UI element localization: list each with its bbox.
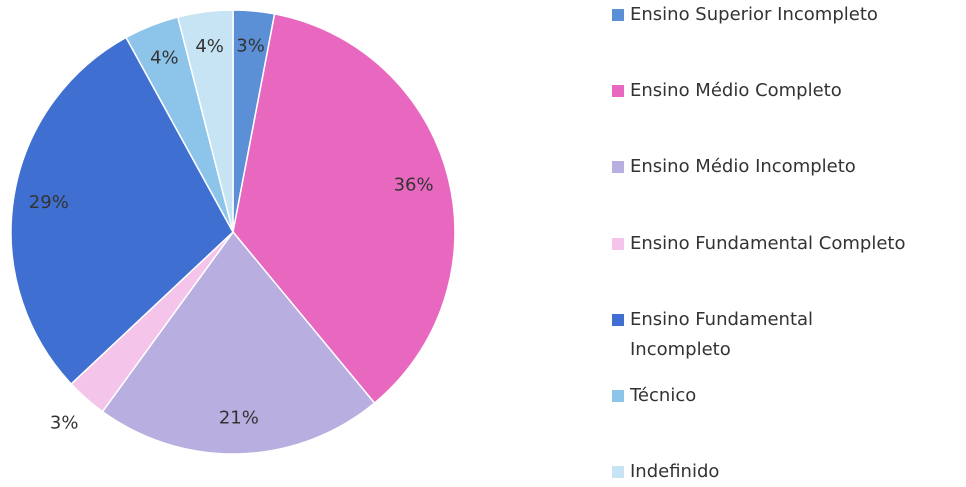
legend-item: Ensino Médio Completo bbox=[612, 76, 842, 106]
data-label: 29% bbox=[29, 192, 69, 213]
data-label: 4% bbox=[195, 36, 224, 57]
legend-swatch bbox=[612, 85, 624, 98]
data-label: 3% bbox=[50, 413, 79, 434]
legend-swatch bbox=[612, 161, 624, 174]
legend-label: Ensino Superior Incompleto bbox=[630, 4, 878, 25]
data-label: 3% bbox=[236, 35, 265, 56]
data-label: 36% bbox=[394, 175, 434, 196]
data-label: 4% bbox=[150, 48, 179, 69]
legend-swatch bbox=[612, 237, 624, 250]
pie-chart: 3% 36% 21% 3% 29% 4% 4% bbox=[10, 9, 456, 455]
legend-swatch bbox=[612, 466, 624, 479]
legend-swatch bbox=[612, 313, 624, 326]
pie-slice bbox=[176, 9, 234, 233]
pie-slice bbox=[10, 36, 234, 386]
legend-item: Ensino Fundamental Completo bbox=[612, 229, 905, 259]
legend-item: Ensino Médio Incompleto bbox=[612, 152, 856, 182]
data-label: 21% bbox=[219, 407, 259, 428]
legend-label: Técnico bbox=[630, 385, 697, 406]
pie-slice bbox=[232, 13, 456, 405]
legend-swatch bbox=[612, 390, 624, 402]
legend-label: Ensino Médio Completo bbox=[630, 80, 842, 102]
pie-slice bbox=[101, 230, 376, 455]
legend-item: Ensino Fundamental Incompleto bbox=[612, 305, 906, 365]
legend-item: Indefinido bbox=[612, 457, 719, 487]
legend-label: Ensino Fundamental Incompleto bbox=[630, 308, 814, 360]
legend-label: Ensino Médio Incompleto bbox=[630, 156, 856, 178]
legend-item: Técnico bbox=[612, 381, 696, 411]
legend-item: Ensino Superior Incompleto bbox=[612, 0, 878, 30]
legend-label: Indefinido bbox=[630, 461, 720, 483]
legend-label: Ensino Fundamental Completo bbox=[630, 232, 906, 254]
legend-swatch bbox=[612, 9, 624, 21]
